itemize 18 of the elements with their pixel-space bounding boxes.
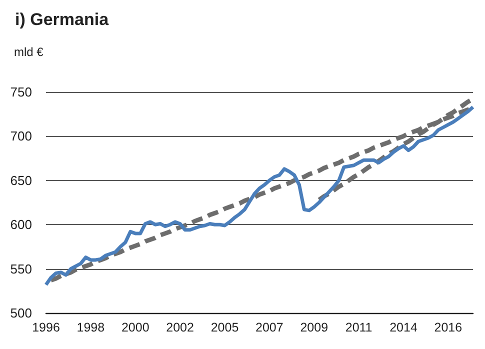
x-tick-label: 2009 bbox=[300, 320, 328, 334]
y-tick-label: 500 bbox=[10, 306, 32, 320]
x-tick-label: 2002 bbox=[166, 320, 194, 334]
x-tick-label: 2011 bbox=[345, 320, 372, 334]
y-tick-label: 650 bbox=[10, 172, 32, 188]
y-tick-label: 550 bbox=[10, 261, 32, 276]
x-tick-label: 2005 bbox=[210, 320, 239, 334]
x-tick-label: 1996 bbox=[32, 320, 60, 334]
y-axis-title: mld € bbox=[14, 45, 44, 59]
y-tick-label: 700 bbox=[10, 128, 32, 144]
y-tick-label: 600 bbox=[10, 217, 32, 232]
x-tick-label: 2000 bbox=[121, 320, 150, 334]
x-tick-label: 2016 bbox=[434, 320, 462, 334]
x-tick-label: 2007 bbox=[256, 320, 284, 334]
y-tick-label: 750 bbox=[10, 84, 32, 100]
x-tick-label: 2014 bbox=[390, 320, 418, 334]
chart-title: i) Germania bbox=[15, 10, 110, 29]
x-tick-label: 1998 bbox=[76, 320, 105, 334]
